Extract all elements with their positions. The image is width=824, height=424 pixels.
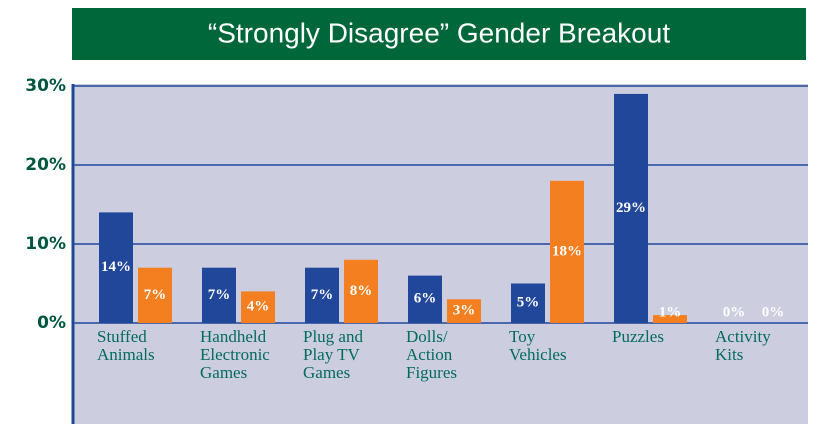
x-tick-label: Activity Kits [715,328,771,364]
value-label: 6% [414,291,437,307]
value-label: 7% [311,287,334,303]
x-tick-label-box: Plug and Play TV Games [303,328,363,382]
x-tick-label-box: Dolls/ Action Figures [406,328,457,382]
value-label: 29% [616,200,646,216]
x-tick-label: Toy Vehicles [509,328,567,364]
value-label: 3% [453,303,476,319]
bar [305,267,339,323]
plot-area [72,84,808,424]
x-tick-label-box: Puzzles [612,328,664,346]
value-label: 8% [350,283,373,299]
value-label: 0% [723,304,746,320]
value-label: 7% [144,287,167,303]
x-tick-label-box: Stuffed Animals [97,328,155,364]
bar [408,275,442,323]
y-tick-label: 30% [25,76,66,96]
value-label: 4% [247,299,270,315]
bar [241,291,275,323]
bar [614,93,648,324]
x-tick-label: Puzzles [612,328,664,346]
title-banner [72,8,806,60]
chart-title: “Strongly Disagree” Gender Breakout [208,17,670,48]
value-label: 18% [552,243,582,259]
x-tick-label: Plug and Play TV Games [303,328,363,382]
value-label: 1% [659,304,682,320]
x-tick-label: Handheld Electronic Games [200,328,270,382]
bar [653,315,687,323]
bar [99,212,133,323]
x-tick-label-box: Handheld Electronic Games [200,328,270,382]
y-tick-label: 10% [25,234,66,254]
value-label: 0% [762,304,785,320]
y-tick-label: 20% [25,155,66,175]
x-tick-label-box: Toy Vehicles [509,328,567,364]
value-label: 14% [101,259,131,275]
value-label: 5% [517,295,540,311]
x-tick-label-box: Activity Kits [715,328,771,364]
bar [550,180,584,323]
bar [447,299,481,323]
bar [344,259,378,323]
bar [511,283,545,323]
value-label: 7% [208,287,231,303]
x-tick-label: Dolls/ Action Figures [406,328,457,382]
bar [202,267,236,323]
y-tick-label: 0% [37,313,66,333]
bar [138,267,172,323]
x-tick-label: Stuffed Animals [97,328,155,364]
